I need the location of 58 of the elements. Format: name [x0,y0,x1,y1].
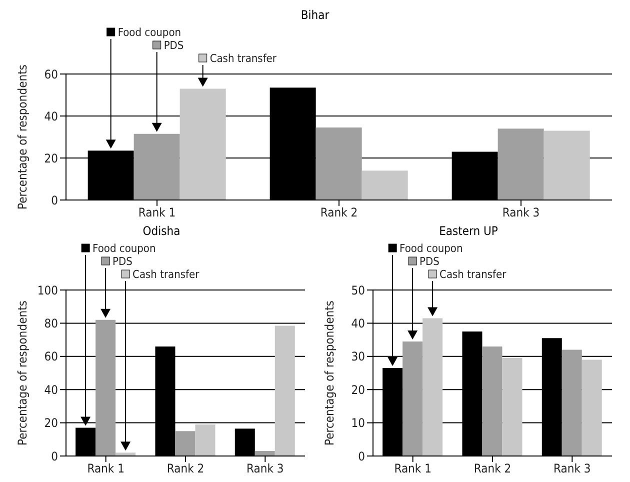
y-axis-title: Percentage of respondents [15,64,30,210]
bar [254,451,275,456]
bar [582,360,602,456]
x-tick-label: Rank 3 [502,206,540,220]
bar [175,431,196,456]
legend-label: PDS [164,39,184,52]
y-axis-title: Percentage of respondents [322,300,336,446]
bar [422,318,443,456]
bar [544,130,590,200]
x-tick-label: Rank 3 [554,462,591,476]
bar [274,326,295,456]
y-tick-label: 80 [44,316,58,330]
bar [482,346,502,456]
legend-label: Cash transfer [440,268,508,281]
y-tick-label: 40 [351,316,366,330]
y-tick-label: 60 [44,350,58,364]
legend-label: PDS [420,255,440,268]
x-tick-label: Rank 1 [87,462,124,476]
y-axis-title: Percentage of respondents [15,300,30,446]
bar [316,128,362,200]
bar [116,452,136,456]
legend-label: Food coupon [400,242,463,255]
bar [562,350,582,456]
x-tick-label: Rank 1 [394,462,432,476]
bar [502,358,522,456]
x-tick-label: Rank 3 [246,462,284,476]
x-tick-label: Rank 1 [138,206,176,220]
x-tick-label: Rank 2 [166,462,204,476]
bar [96,320,116,456]
bar [134,134,180,200]
legend-label: Food coupon [92,242,156,255]
y-tick-label: 20 [44,151,58,166]
y-tick-label: 0 [358,449,366,464]
bar [402,341,423,456]
y-tick-label: 0 [51,193,58,208]
chart-title: Eastern UP [438,224,499,240]
y-tick-label: 40 [44,109,58,124]
bar [498,128,544,200]
y-tick-label: 20 [351,382,366,397]
bar [362,170,408,200]
legend-label: Cash transfer [210,52,278,65]
bar [180,88,226,200]
y-tick-label: 0 [51,449,58,464]
y-tick-label: 20 [44,416,58,430]
y-tick-label: 30 [351,350,366,364]
legend-label: PDS [112,255,132,268]
chart-title: Bihar [300,8,330,24]
legend-label: Cash transfer [132,268,200,281]
bar [195,424,216,456]
y-tick-label: 40 [44,382,58,397]
y-tick-label: 10 [351,416,366,430]
y-tick-label: 50 [351,283,366,298]
legend-label: Food coupon [118,26,182,39]
x-tick-label: Rank 2 [320,206,358,220]
x-tick-label: Rank 2 [474,462,512,476]
y-tick-label: 100 [37,283,58,298]
y-tick-label: 60 [44,67,58,82]
chart-title: Odisha [142,224,182,240]
